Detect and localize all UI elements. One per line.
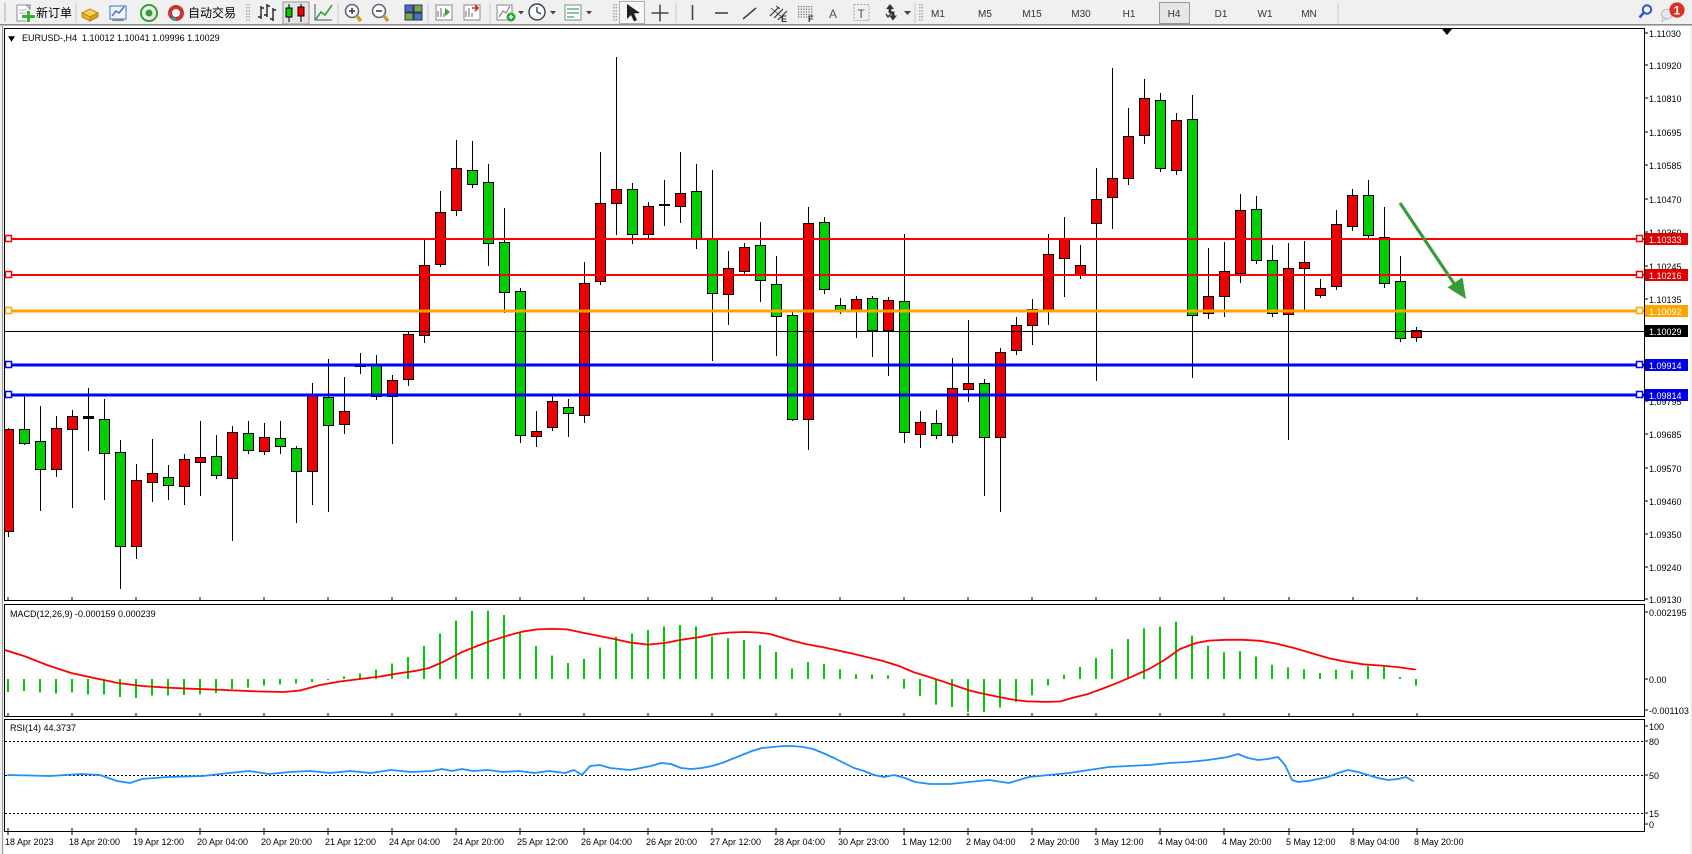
svg-text:26 Apr 04:00: 26 Apr 04:00 bbox=[581, 837, 632, 847]
svg-text:20 Apr 04:00: 20 Apr 04:00 bbox=[197, 837, 248, 847]
svg-text:15: 15 bbox=[1649, 809, 1659, 819]
svg-text:-0.001103: -0.001103 bbox=[1649, 706, 1689, 716]
svg-text:RSI(14) 44.3737: RSI(14) 44.3737 bbox=[10, 723, 76, 733]
svg-text:100: 100 bbox=[1649, 722, 1664, 732]
svg-text:A: A bbox=[829, 7, 837, 21]
svg-text:5 May 12:00: 5 May 12:00 bbox=[1286, 837, 1336, 847]
svg-text:50: 50 bbox=[1649, 771, 1659, 781]
svg-text:M5: M5 bbox=[978, 9, 992, 20]
svg-text:自动交易: 自动交易 bbox=[188, 5, 236, 20]
svg-text:F: F bbox=[808, 14, 814, 24]
svg-text:4 May 20:00: 4 May 20:00 bbox=[1222, 837, 1272, 847]
svg-text:1.10585: 1.10585 bbox=[1649, 161, 1682, 171]
svg-text:1.09460: 1.09460 bbox=[1649, 497, 1682, 507]
svg-text:80: 80 bbox=[1649, 737, 1659, 747]
svg-text:1.10216: 1.10216 bbox=[1649, 271, 1682, 281]
svg-text:1.09795: 1.09795 bbox=[1649, 397, 1682, 407]
svg-text:H4: H4 bbox=[1168, 9, 1181, 20]
svg-text:1.10092: 1.10092 bbox=[1649, 307, 1682, 317]
svg-text:30 Apr 23:00: 30 Apr 23:00 bbox=[838, 837, 889, 847]
svg-text:2 May 20:00: 2 May 20:00 bbox=[1030, 837, 1080, 847]
svg-text:0.002195: 0.002195 bbox=[1649, 608, 1687, 618]
svg-text:0.00: 0.00 bbox=[1649, 675, 1667, 685]
svg-text:MN: MN bbox=[1301, 9, 1317, 20]
svg-text:MACD(12,26,9) -0.000159 0.0002: MACD(12,26,9) -0.000159 0.000239 bbox=[10, 609, 156, 619]
svg-text:24 Apr 20:00: 24 Apr 20:00 bbox=[453, 837, 504, 847]
svg-text:2 May 04:00: 2 May 04:00 bbox=[966, 837, 1016, 847]
svg-text:8 May 20:00: 8 May 20:00 bbox=[1414, 837, 1464, 847]
svg-text:1.10135: 1.10135 bbox=[1649, 295, 1682, 305]
svg-text:W1: W1 bbox=[1258, 9, 1273, 20]
svg-text:新订单: 新订单 bbox=[36, 5, 72, 20]
svg-text:4 May 04:00: 4 May 04:00 bbox=[1158, 837, 1208, 847]
svg-text:1.10029: 1.10029 bbox=[1649, 327, 1682, 337]
svg-text:1.09570: 1.09570 bbox=[1649, 464, 1682, 474]
svg-text:1.10470: 1.10470 bbox=[1649, 195, 1682, 205]
svg-text:1.11030: 1.11030 bbox=[1649, 29, 1681, 39]
svg-text:EURUSD-,H4 1.10012 1.10041 1.: EURUSD-,H4 1.10012 1.10041 1.09996 1.100… bbox=[22, 33, 220, 43]
svg-text:1 May 12:00: 1 May 12:00 bbox=[902, 837, 952, 847]
svg-text:M15: M15 bbox=[1022, 9, 1042, 20]
svg-text:24 Apr 04:00: 24 Apr 04:00 bbox=[389, 837, 440, 847]
svg-text:M1: M1 bbox=[931, 9, 945, 20]
svg-text:0: 0 bbox=[1649, 820, 1654, 830]
svg-text:M30: M30 bbox=[1071, 9, 1091, 20]
svg-text:1.10245: 1.10245 bbox=[1649, 262, 1682, 272]
svg-text:25 Apr 12:00: 25 Apr 12:00 bbox=[517, 837, 568, 847]
svg-text:1.10695: 1.10695 bbox=[1649, 128, 1682, 138]
svg-text:27 Apr 12:00: 27 Apr 12:00 bbox=[710, 837, 761, 847]
svg-text:26 Apr 20:00: 26 Apr 20:00 bbox=[646, 837, 697, 847]
svg-text:E: E bbox=[781, 14, 787, 24]
svg-text:1.09914: 1.09914 bbox=[1649, 361, 1682, 371]
svg-text:28 Apr 04:00: 28 Apr 04:00 bbox=[774, 837, 825, 847]
svg-text:20 Apr 20:00: 20 Apr 20:00 bbox=[261, 837, 312, 847]
svg-text:1: 1 bbox=[1674, 4, 1681, 18]
svg-text:1.09685: 1.09685 bbox=[1649, 430, 1682, 440]
svg-text:1.10920: 1.10920 bbox=[1649, 61, 1682, 71]
svg-text:1.09130: 1.09130 bbox=[1649, 595, 1682, 605]
svg-text:3 May 12:00: 3 May 12:00 bbox=[1094, 837, 1144, 847]
svg-text:H1: H1 bbox=[1123, 9, 1136, 20]
svg-text:1.09350: 1.09350 bbox=[1649, 530, 1682, 540]
svg-text:1.10333: 1.10333 bbox=[1649, 235, 1682, 245]
svg-text:18 Apr 2023: 18 Apr 2023 bbox=[5, 837, 54, 847]
svg-text:T: T bbox=[858, 7, 866, 21]
svg-text:8 May 04:00: 8 May 04:00 bbox=[1350, 837, 1400, 847]
svg-text:21 Apr 12:00: 21 Apr 12:00 bbox=[325, 837, 376, 847]
svg-text:19 Apr 12:00: 19 Apr 12:00 bbox=[133, 837, 184, 847]
svg-text:18 Apr 20:00: 18 Apr 20:00 bbox=[69, 837, 120, 847]
svg-text:D1: D1 bbox=[1215, 9, 1228, 20]
svg-text:1.09240: 1.09240 bbox=[1649, 563, 1682, 573]
svg-text:1.09814: 1.09814 bbox=[1649, 391, 1682, 401]
svg-text:1.10810: 1.10810 bbox=[1649, 94, 1682, 104]
